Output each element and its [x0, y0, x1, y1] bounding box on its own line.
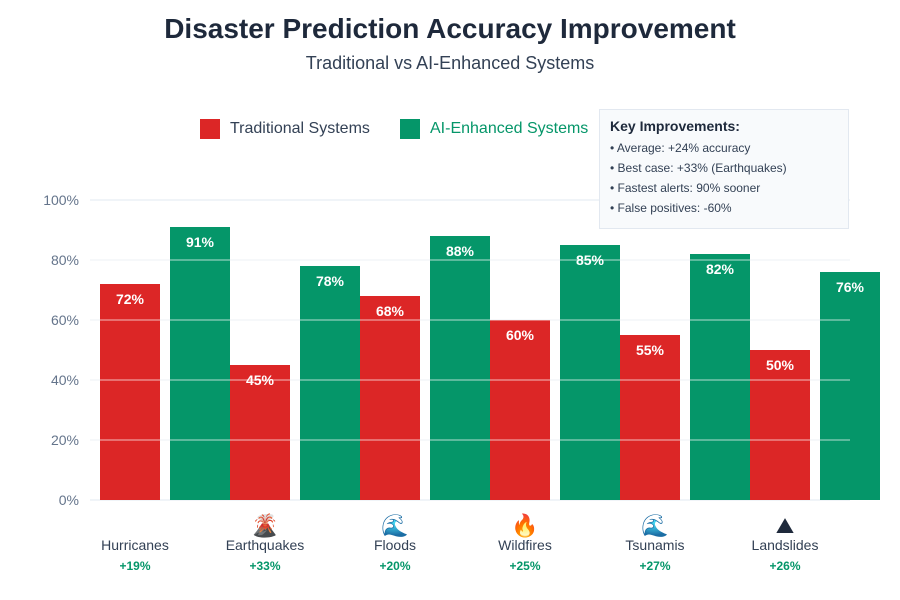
bar-ai-enhanced	[820, 272, 880, 500]
bar-value-label: 60%	[506, 327, 535, 343]
chart-title: Disaster Prediction Accuracy Improvement	[164, 13, 736, 44]
landslide-icon: ⛰	[776, 513, 794, 538]
bar-ai-enhanced	[690, 254, 750, 500]
bars	[100, 227, 880, 500]
key-improvement-item: • Average: +24% accuracy	[610, 141, 751, 155]
key-improvement-item: • Best case: +33% (Earthquakes)	[610, 161, 787, 175]
fire-icon: 🔥	[511, 513, 538, 538]
x-category-label: Wildfires	[498, 537, 552, 553]
bar-value-label: 85%	[576, 252, 605, 268]
bar-traditional	[360, 296, 420, 500]
chart-subtitle: Traditional vs AI-Enhanced Systems	[305, 53, 595, 73]
x-category-label: Hurricanes	[101, 537, 169, 553]
legend-swatch-traditional	[200, 119, 220, 139]
bar-value-label: 45%	[246, 372, 275, 388]
bar-ai-enhanced	[430, 236, 490, 500]
x-category-label: Tsunamis	[625, 537, 684, 553]
grid-overlay	[90, 259, 850, 441]
y-tick-label: 20%	[51, 432, 79, 448]
water-wave-icon: 🌊	[641, 513, 668, 538]
bar-ai-enhanced	[170, 227, 230, 500]
bar-traditional	[750, 350, 810, 500]
legend-item-ai[interactable]: AI-Enhanced Systems	[400, 119, 588, 139]
key-improvements-title: Key Improvements:	[610, 118, 740, 134]
bar-value-label: 68%	[376, 303, 405, 319]
bar-traditional	[230, 365, 290, 500]
y-tick-label: 100%	[43, 192, 79, 208]
legend-item-traditional[interactable]: Traditional Systems	[200, 119, 370, 139]
volcano-icon: 🌋	[251, 513, 278, 538]
bar-ai-enhanced	[560, 245, 620, 500]
improvement-label: +19%	[119, 559, 150, 573]
legend-label-traditional: Traditional Systems	[230, 120, 370, 137]
legend-swatch-ai	[400, 119, 420, 139]
bar-traditional	[620, 335, 680, 500]
improvement-label: +20%	[379, 559, 410, 573]
bar-value-label: 88%	[446, 243, 475, 259]
y-tick-label: 40%	[51, 372, 79, 388]
x-category-label: Earthquakes	[226, 537, 305, 553]
legend-label-ai: AI-Enhanced Systems	[430, 120, 589, 137]
x-category-label: Landslides	[752, 537, 819, 553]
bar-value-label: 55%	[636, 342, 665, 358]
improvement-label: +26%	[769, 559, 800, 573]
y-tick-label: 60%	[51, 312, 79, 328]
bar-traditional	[490, 320, 550, 500]
x-category-label: Floods	[374, 537, 416, 553]
key-improvement-item: • False positives: -60%	[610, 201, 732, 215]
y-tick-label: 80%	[51, 252, 79, 268]
bar-value-label: 82%	[706, 261, 735, 277]
bar-value-label: 78%	[316, 273, 345, 289]
key-improvement-item: • Fastest alerts: 90% sooner	[610, 181, 761, 195]
bar-traditional	[100, 284, 160, 500]
improvement-label: +27%	[639, 559, 670, 573]
key-improvements-box: Key Improvements: • Average: +24% accura…	[599, 109, 849, 229]
bar-ai-enhanced	[300, 266, 360, 500]
improvement-label: +33%	[249, 559, 280, 573]
y-tick-label: 0%	[59, 492, 79, 508]
bar-labels: 72% 91% 45% 78% 68% 88% 60% 85% 55% 82% 50% 76%	[116, 234, 865, 388]
bar-value-label: 91%	[186, 234, 215, 250]
bar-value-label: 76%	[836, 279, 865, 295]
bar-value-label: 72%	[116, 291, 145, 307]
improvement-label: +25%	[509, 559, 540, 573]
water-wave-icon: 🌊	[381, 513, 408, 538]
bar-value-label: 50%	[766, 357, 795, 373]
axis-labels: 0% 20% 40% 60% 80% 100% Hurricanes +19% 🌋Earthqu…	[43, 192, 818, 573]
